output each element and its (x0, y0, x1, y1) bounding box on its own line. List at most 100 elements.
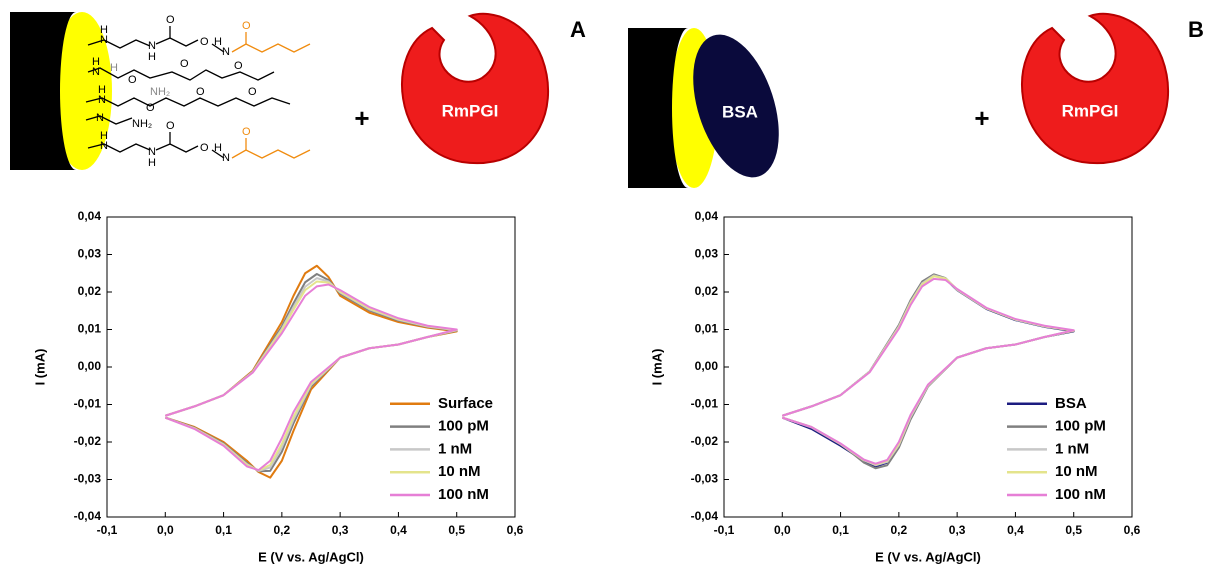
legend-label: 10 nM (1055, 463, 1098, 480)
legend-label: 100 nM (438, 486, 489, 503)
cv-curve (164, 264, 458, 479)
atom: O (242, 20, 251, 32)
y-tick-label: 0,02 (78, 284, 102, 298)
y-tick-label: -0,04 (691, 509, 719, 523)
atom: N (96, 112, 104, 124)
x-axis-label: E (V vs. Ag/AgCl) (875, 549, 981, 564)
atom: N (222, 152, 230, 164)
schematic-b: BSA + RmPGI B (628, 12, 1204, 188)
chart: -0,04 -0,03 -0,02 -0,01 0,00 0,01 0,02 0,03 0,04… (32, 209, 523, 564)
atom: O (128, 74, 137, 86)
atom: O (196, 86, 205, 98)
y-tick-label: 0,03 (695, 247, 719, 261)
y-tick-label: -0,02 (691, 434, 719, 448)
atom: H (100, 130, 108, 142)
x-tick-label: 0,3 (949, 523, 966, 537)
y-tick-label: -0,03 (691, 472, 719, 486)
y-tick-label: 0,01 (78, 322, 102, 336)
atom: H (214, 36, 222, 48)
cv-curve (164, 273, 458, 473)
protein-label: RmPGI (442, 101, 499, 120)
panel-label: B (1188, 17, 1204, 42)
protein (1021, 12, 1170, 165)
y-tick-label: 0,00 (695, 359, 719, 373)
y-tick-label: -0,04 (74, 509, 102, 523)
atom: N (100, 34, 108, 46)
x-tick-label: 0,4 (390, 523, 407, 537)
y-tick-label: -0,03 (74, 472, 102, 486)
legend-label: 1 nM (1055, 440, 1089, 457)
atom: NH₂ (150, 86, 170, 98)
x-tick-label: 0,4 (1007, 523, 1024, 537)
molecule-bonds (85, 26, 291, 159)
atom: O (146, 102, 155, 114)
protein (401, 12, 550, 165)
y-tick-label: 0,04 (78, 209, 102, 223)
y-tick-label: 0,04 (695, 209, 719, 223)
x-tick-label: 0,1 (215, 523, 232, 537)
cv-curve (781, 274, 1075, 467)
legend-label: 100 nM (1055, 486, 1106, 503)
y-tick-label: 0,01 (695, 322, 719, 336)
electrode (10, 12, 76, 170)
y-axis-label: I (mA) (32, 349, 47, 386)
cv-curve (164, 277, 458, 472)
x-tick-label: 0,0 (157, 523, 174, 537)
atom: N (148, 146, 156, 158)
atom: O (234, 60, 243, 72)
atom: H (92, 56, 100, 68)
y-tick-label: 0,02 (695, 284, 719, 298)
x-tick-label: 0,2 (891, 523, 908, 537)
atom: O (200, 36, 209, 48)
bsa-layer (693, 34, 779, 178)
atom: N (98, 94, 106, 106)
x-tick-label: 0,3 (332, 523, 349, 537)
plus-sign: + (974, 103, 989, 133)
atom: N (222, 46, 230, 58)
x-tick-label: -0,1 (97, 523, 118, 537)
legend-label: 10 nM (438, 463, 481, 480)
legend-label: BSA (1055, 395, 1087, 412)
protein-label: RmPGI (1062, 101, 1119, 120)
bsa-label: BSA (722, 102, 758, 121)
x-tick-label: 0,6 (1124, 523, 1141, 537)
atom: O (248, 86, 257, 98)
legend-label: 1 nM (438, 440, 472, 457)
atom: H (100, 24, 108, 36)
cv-curve (781, 274, 1075, 468)
cv-curve (164, 283, 458, 472)
legend-label: 100 pM (1055, 418, 1106, 435)
x-tick-label: 0,0 (774, 523, 791, 537)
atom: O (200, 142, 209, 154)
acyl-bonds (231, 32, 311, 159)
x-tick-label: 0,5 (448, 523, 465, 537)
y-tick-label: -0,01 (691, 397, 719, 411)
cv-curve (164, 280, 458, 472)
x-tick-label: 0,6 (507, 523, 524, 537)
atom: H (98, 84, 106, 96)
atom: O (166, 120, 175, 132)
atom: H (214, 142, 222, 154)
atom: N (100, 140, 108, 152)
atom: O (166, 14, 175, 26)
electrode (628, 28, 688, 188)
surface-layer (52, 12, 112, 170)
atom: O (180, 58, 189, 70)
atom: H (110, 62, 118, 74)
x-tick-label: 0,1 (832, 523, 849, 537)
atom: H (148, 51, 156, 63)
y-axis-label: I (mA) (649, 349, 664, 386)
legend-label: Surface (438, 395, 493, 412)
legend-label: 100 pM (438, 418, 489, 435)
atom: N (148, 40, 156, 52)
plus-sign: + (354, 103, 369, 133)
atom-labels: H N O N H O N H O H N H NH₂ O O O H N O … (92, 14, 257, 169)
x-tick-label: 0,2 (274, 523, 291, 537)
cv-curve (781, 277, 1075, 465)
x-tick-label: -0,1 (714, 523, 735, 537)
x-tick-label: 0,5 (1065, 523, 1082, 537)
panel-label: A (570, 17, 586, 42)
y-tick-label: 0,03 (78, 247, 102, 261)
atom: O (242, 126, 251, 138)
